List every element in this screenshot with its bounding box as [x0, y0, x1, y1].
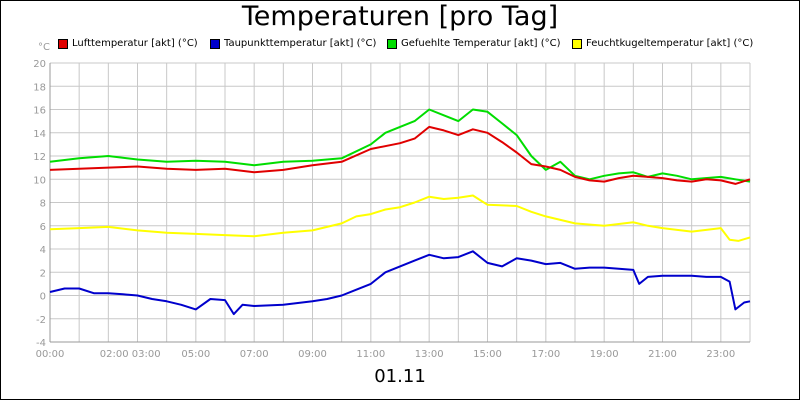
legend-item-lufttemperatur: Lufttemperatur [akt] (°C)	[58, 38, 198, 49]
x-tick-label: 05:00	[181, 349, 210, 360]
series-line-0	[49, 125, 751, 185]
series-line-1	[49, 250, 751, 316]
legend-label: Feuchtkugeltemperatur [akt] (°C)	[586, 38, 754, 49]
y-tick-label: 10	[33, 175, 46, 186]
x-tick-label: 15:00	[473, 349, 502, 360]
y-tick-label: 2	[40, 268, 46, 279]
y-tick-label: -2	[36, 315, 46, 326]
x-tick-label: 09:00	[298, 349, 327, 360]
series-line-3	[49, 194, 751, 242]
x-tick-label: 13:00	[415, 349, 444, 360]
legend-swatch-yellow	[572, 38, 582, 49]
y-tick-label: 8	[40, 199, 46, 210]
legend-item-taupunkttemperatur: Taupunkttemperatur [akt] (°C)	[210, 38, 376, 49]
x-tick-label: 07:00	[240, 349, 269, 360]
x-tick-label: 23:00	[706, 349, 735, 360]
chart-title: Temperaturen [pro Tag]	[241, 1, 559, 32]
y-tick-label: 4	[40, 245, 46, 256]
legend-swatch-blue	[210, 38, 220, 49]
y-tick-label: 14	[33, 129, 46, 140]
date-label: 01.11	[374, 366, 426, 387]
x-tick-label: 19:00	[590, 349, 619, 360]
legend-item-gefuehlte-temperatur: Gefuehlte Temperatur [akt] (°C)	[387, 38, 560, 49]
y-tick-label: 0	[40, 292, 46, 303]
legend-label: Lufttemperatur [akt] (°C)	[72, 38, 198, 49]
legend-label: Taupunkttemperatur [akt] (°C)	[224, 38, 377, 49]
y-tick-label: 6	[40, 222, 46, 233]
x-tick-label: 21:00	[648, 349, 677, 360]
x-tick-label: 17:00	[531, 349, 560, 360]
x-tick-label: 02:00 03:00	[100, 349, 161, 360]
y-unit-label: °C	[38, 42, 50, 53]
y-tick-label: 12	[33, 152, 46, 163]
legend-swatch-green	[387, 38, 397, 49]
y-tick-label: 18	[33, 82, 46, 93]
y-tick-label: 16	[33, 106, 46, 117]
x-tick-label: 00:00	[36, 349, 65, 360]
legend-label: Gefuehlte Temperatur [akt] (°C)	[401, 38, 561, 49]
y-tick-label: -4	[36, 338, 46, 349]
legend-swatch-red	[58, 38, 68, 49]
x-tick-label: 11:00	[356, 349, 385, 360]
y-tick-label: 20	[33, 59, 46, 70]
legend-item-feuchtkugeltemperatur: Feuchtkugeltemperatur [akt] (°C)	[572, 38, 753, 49]
